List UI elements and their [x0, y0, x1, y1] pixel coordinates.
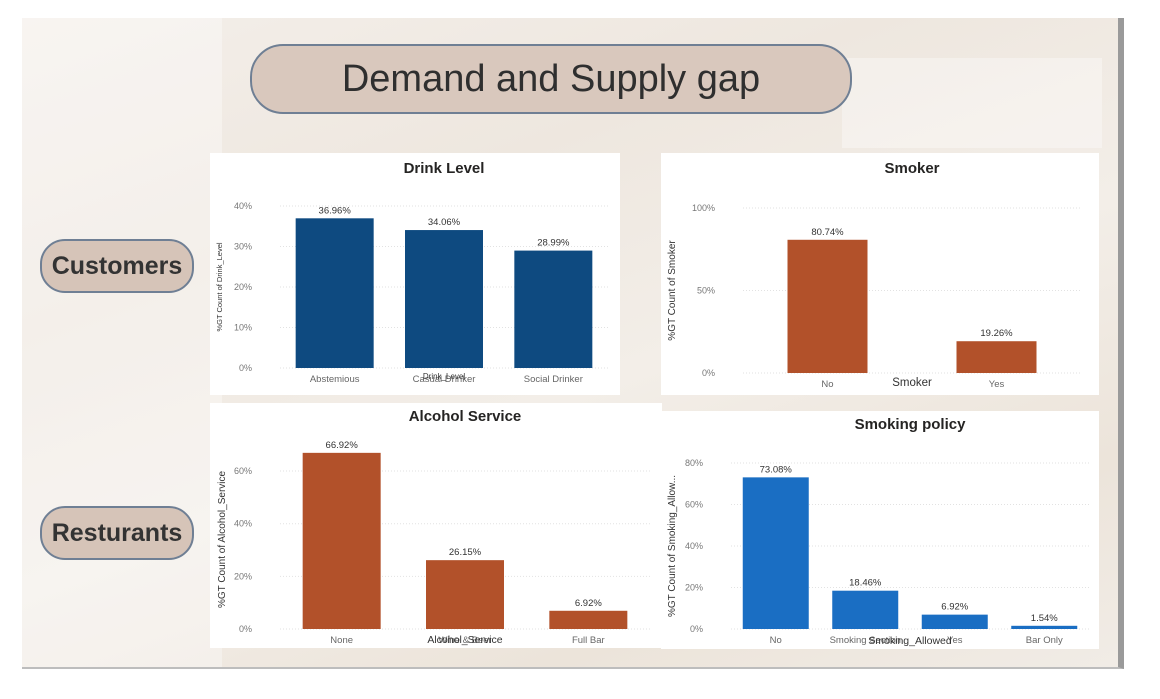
alcohol-service-chart[interactable]: Alcohol Service 0% 20% 40% 60% %GT Count of A…: [210, 403, 662, 648]
y-tick-label: 40%: [234, 201, 252, 211]
x-tick-label: None: [330, 635, 353, 646]
smoking-policy-chart[interactable]: Smoking policy 0% 20% 40% 60% 80% %GT Count of…: [661, 411, 1099, 649]
data-label: 6.92%: [575, 598, 602, 609]
y-tick-label: 0%: [690, 624, 703, 634]
data-label: 28.99%: [537, 238, 570, 249]
slide-canvas: Demand and Supply gap Customers Resturan…: [22, 18, 1124, 669]
x-tick-label: Wine & Beer: [438, 635, 491, 646]
y-tick-label: 60%: [685, 500, 703, 510]
x-tick-label: Social Drinker: [524, 374, 583, 385]
chart-svg: Smoking policy 0% 20% 40% 60% 80% %GT Count of…: [667, 416, 1089, 647]
y-tick-label: 0%: [702, 368, 715, 378]
bar-smoking-section[interactable]: [832, 590, 899, 629]
chart-title: Smoker: [884, 160, 939, 177]
y-tick-label: 80%: [685, 458, 703, 468]
x-axis-label: Smoker: [892, 377, 932, 389]
x-tick-label: No: [821, 379, 833, 390]
y-tick-label: 40%: [234, 519, 252, 529]
bar-none[interactable]: [302, 452, 381, 629]
data-label: 26.15%: [449, 547, 482, 558]
bar-yes[interactable]: [956, 341, 1037, 373]
x-axis-label: Drink_Level: [423, 372, 465, 381]
y-axis-label: %GT Count of Alcohol_Service: [217, 471, 228, 609]
customers-label: Customers: [40, 239, 194, 293]
y-tick-label: 0%: [239, 363, 252, 373]
y-tick-label: 30%: [234, 242, 252, 252]
chart-svg: Drink Level 0% 10% 20% 30% 40% %GT Count of Dr…: [215, 160, 608, 385]
bar-social-drinker[interactable]: [514, 250, 593, 368]
y-tick-label: 20%: [685, 583, 703, 593]
bar-bar-only[interactable]: [1011, 625, 1078, 629]
chart-svg: Alcohol Service 0% 20% 40% 60% %GT Count of A…: [217, 408, 650, 646]
drink-level-chart[interactable]: Drink Level 0% 10% 20% 30% 40% %GT Count of Dr…: [210, 153, 620, 395]
chart-title: Smoking policy: [855, 416, 967, 433]
bar-full-bar[interactable]: [549, 610, 628, 629]
y-tick-label: 10%: [234, 323, 252, 333]
x-axis-label: Alcohol_Service: [427, 634, 502, 646]
data-label: 80.74%: [811, 227, 844, 238]
x-tick-label: Yes: [947, 635, 963, 646]
chart-svg: Smoker 0% 50% 100% %GT Count of Smoker 80.74%…: [667, 160, 1081, 390]
x-tick-label: Casual Drinker: [413, 374, 476, 385]
x-axis-label: Smoking_Allowed: [868, 635, 952, 647]
data-label: 18.46%: [849, 578, 882, 589]
data-label: 73.08%: [760, 464, 793, 475]
y-axis-label: %GT Count of Drink_Level: [215, 242, 224, 331]
chart-title: Drink Level: [404, 160, 485, 177]
y-tick-label: 50%: [697, 286, 715, 296]
bar-yes[interactable]: [921, 614, 988, 629]
y-tick-label: 0%: [239, 624, 252, 634]
y-tick-label: 20%: [234, 282, 252, 292]
x-tick-label: Smoking Section: [830, 635, 901, 646]
chart-title: Alcohol Service: [409, 408, 522, 425]
x-tick-label: Full Bar: [572, 635, 605, 646]
bar-no[interactable]: [787, 239, 868, 373]
bar-abstemious[interactable]: [295, 218, 374, 368]
restaurants-label: Resturants: [40, 506, 194, 560]
page-title: Demand and Supply gap: [250, 44, 852, 114]
x-tick-label: Abstemious: [310, 374, 360, 385]
data-label: 6.92%: [941, 602, 968, 613]
data-label: 36.96%: [319, 205, 352, 216]
bar-no[interactable]: [742, 477, 809, 629]
y-axis-label: %GT Count of Smoking_Allow...: [667, 475, 678, 617]
y-axis-label: %GT Count of Smoker: [667, 240, 678, 341]
y-tick-label: 20%: [234, 571, 252, 581]
data-label: 19.26%: [980, 328, 1013, 339]
x-tick-label: No: [770, 635, 782, 646]
bar-wine-beer[interactable]: [426, 560, 504, 629]
data-label: 1.54%: [1031, 613, 1058, 624]
x-tick-label: Yes: [989, 379, 1005, 390]
y-tick-label: 60%: [234, 466, 252, 476]
smoker-chart[interactable]: Smoker 0% 50% 100% %GT Count of Smoker 80.74%…: [661, 153, 1099, 395]
bar-casual-drinker[interactable]: [405, 230, 483, 368]
y-tick-label: 100%: [692, 203, 715, 213]
y-tick-label: 40%: [685, 541, 703, 551]
data-label: 66.92%: [326, 440, 359, 451]
data-label: 34.06%: [428, 217, 461, 228]
x-tick-label: Bar Only: [1026, 635, 1063, 646]
